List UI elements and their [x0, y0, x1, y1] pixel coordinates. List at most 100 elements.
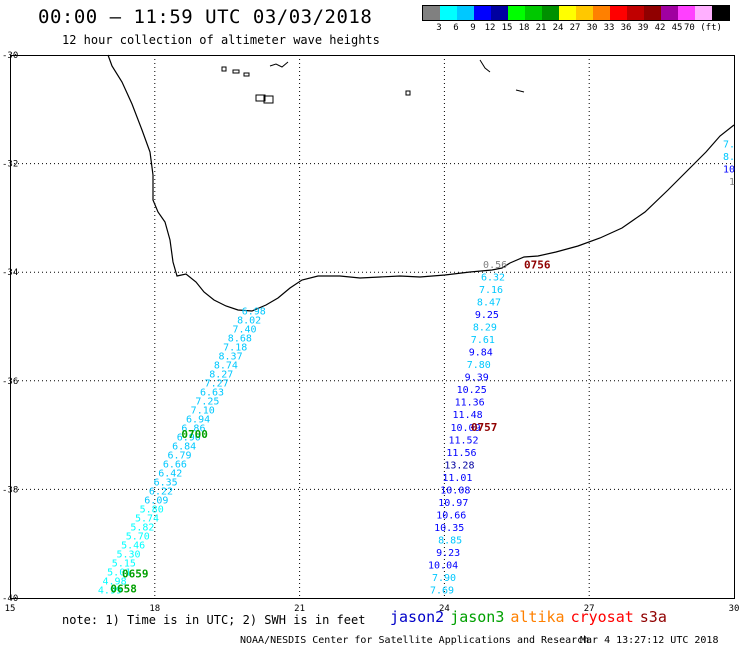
wave-height-label: 5.70 — [126, 532, 150, 543]
wave-height-label: 6.09 — [144, 496, 168, 507]
wave-height-label: 11.01 — [442, 473, 472, 484]
wave-height-label: 9.39 — [465, 373, 489, 384]
legend-tick-label: 30 — [586, 23, 598, 33]
lat-tick-label: -36 — [2, 377, 18, 387]
wave-height-label: 6.66 — [163, 460, 187, 471]
wave-height-label: 5.82 — [130, 523, 154, 534]
wave-height-label: 10.08 — [440, 485, 470, 496]
wave-height-label: 8.68 — [228, 334, 252, 345]
legend-swatch — [661, 6, 678, 20]
wave-height-label: 6.86 — [181, 424, 205, 435]
wave-height-label: 8.29 — [473, 323, 497, 334]
wave-height-label: 8.47 — [477, 297, 501, 308]
wave-height-label: 4.99 — [98, 586, 122, 597]
lat-tick-label: -32 — [2, 160, 18, 170]
wave-height-label: 11.48 — [453, 410, 483, 421]
wave-height-label: 9.23 — [436, 548, 460, 559]
legend-tick-label: 27 — [569, 23, 581, 33]
wave-height-label: 6.84 — [172, 442, 196, 453]
satellite-legend-item: jason2 — [390, 608, 445, 626]
lat-tick-label: -38 — [2, 485, 18, 495]
legend-tick-label: 45 — [671, 23, 683, 33]
wave-height-label: 6.32 — [481, 272, 505, 283]
color-legend-swatches — [422, 5, 730, 21]
pass-time-label: 0756 — [524, 258, 551, 271]
wave-height-label: 6.22 — [149, 487, 173, 498]
legend-swatch — [678, 6, 695, 20]
legend-swatch — [695, 6, 712, 20]
wave-height-label: 6.35 — [154, 478, 178, 489]
wave-height-label: 11.36 — [455, 398, 485, 409]
lon-tick-label: 24 — [439, 604, 450, 614]
wave-height-label: 8.02 — [237, 316, 261, 327]
satellite-legend-item: s3a — [639, 608, 667, 626]
wave-height-label: 7.80 — [467, 360, 491, 371]
coastline — [107, 54, 735, 312]
wave-height-label: 7.16 — [479, 285, 503, 296]
wave-height-label: 11.52 — [448, 435, 478, 446]
wave-height-label: 7.27 — [205, 379, 229, 390]
legend-tick-label: 70 (ft) — [684, 23, 722, 33]
color-legend: 3 6 9 12 15 18 21 24 27 30 33 36 39 42 45 70 (ft) — [422, 5, 730, 35]
legend-tick-label: 39 — [637, 23, 649, 33]
units-note: note: 1) Time is in UTC; 2) SWH is in fe… — [62, 613, 366, 627]
wave-height-label: 7.61 — [471, 335, 495, 346]
edge-wave-label: 1 — [729, 177, 735, 188]
wave-height-label: 6.94 — [186, 415, 210, 426]
wave-height-label: 6.63 — [200, 388, 224, 399]
satellite-legend: jason2 jason3 altika cryosat s3a — [390, 608, 673, 626]
legend-tick-label: 9 — [470, 23, 476, 33]
wave-height-label: 4.98 — [103, 577, 127, 588]
legend-swatch — [508, 6, 525, 20]
wave-height-label: 7.40 — [232, 325, 256, 336]
lat-tick-label: -34 — [2, 268, 18, 278]
legend-swatch — [542, 6, 559, 20]
islands — [221, 59, 525, 104]
satellite-legend-item: altika — [510, 608, 565, 626]
legend-tick-label: 15 — [501, 23, 513, 33]
legend-swatch — [644, 6, 661, 20]
wave-height-label: 10.66 — [436, 510, 466, 521]
lat-tick-label: -30 — [2, 51, 18, 61]
wave-height-label: 6.79 — [167, 451, 191, 462]
wave-height-label: 5.74 — [135, 514, 159, 525]
pass-time-label: 0700 — [181, 428, 208, 441]
satellite-legend-item: jason3 — [450, 608, 505, 626]
wave-height-label: 8.74 — [214, 361, 238, 372]
legend-swatch — [593, 6, 610, 20]
wave-height-label: 5.46 — [121, 541, 145, 552]
legend-swatch — [457, 6, 474, 20]
lon-tick-label: 27 — [584, 604, 595, 614]
edge-wave-label: 10 — [723, 164, 735, 175]
legend-tick-label: 21 — [535, 23, 547, 33]
lon-tick-label: 15 — [5, 604, 16, 614]
legend-tick-label: 18 — [518, 23, 530, 33]
legend-tick-label: 24 — [552, 23, 564, 33]
legend-swatch — [627, 6, 644, 20]
wave-height-label: 5.01 — [107, 568, 131, 579]
wave-height-label: 5.30 — [116, 550, 140, 561]
wave-height-label: 6.98 — [242, 307, 266, 318]
wave-height-label: 10.25 — [457, 385, 487, 396]
wave-height-label: 10.35 — [434, 523, 464, 534]
footer-timestamp: Mar 4 13:27:12 UTC 2018 — [580, 635, 719, 646]
legend-tick-label: 42 — [654, 23, 666, 33]
legend-swatch — [712, 6, 729, 20]
wave-height-label: 0.56 — [483, 260, 507, 271]
wave-height-label: 9.84 — [469, 348, 493, 359]
wave-height-label: 10.97 — [438, 498, 468, 509]
legend-tick-label: 33 — [603, 23, 615, 33]
legend-tick-label: 12 — [484, 23, 496, 33]
lon-tick-label: 30 — [729, 604, 740, 614]
edge-wave-label: 8. — [723, 152, 735, 163]
wave-height-label: 13.28 — [444, 460, 474, 471]
legend-swatch — [491, 6, 508, 20]
pass-time-label: 0659 — [122, 567, 149, 580]
legend-tick-label: 3 — [436, 23, 442, 33]
edge-wave-label: 7. — [723, 139, 735, 150]
wave-height-label: 5.80 — [140, 505, 164, 516]
legend-swatch — [423, 6, 440, 20]
pass-time-label: 0658 — [110, 583, 137, 596]
wave-height-label: 10.09 — [450, 423, 480, 434]
